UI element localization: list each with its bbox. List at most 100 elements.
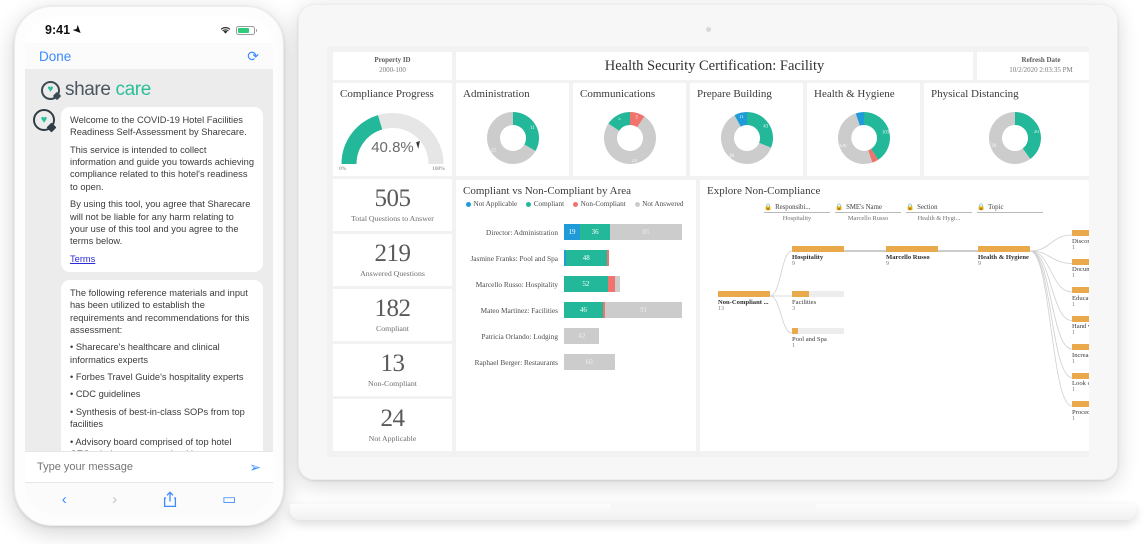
compliance-progress-value: 40.8% xyxy=(371,139,414,156)
donut-card-2: Prepare Building 43 84 11 xyxy=(690,83,803,176)
legend-swatch xyxy=(634,201,640,207)
donut-chart: 43 84 11 xyxy=(690,102,803,174)
heart-icon: ♥ xyxy=(40,114,48,126)
filter-value: Health & Hygi... xyxy=(917,215,961,222)
legend-item[interactable]: Not Answered xyxy=(634,200,684,208)
tree-node[interactable]: Education plan f... 1 xyxy=(1072,287,1089,308)
laptop-notch xyxy=(610,504,816,512)
send-icon[interactable]: ➢ xyxy=(249,458,261,475)
kpi-label: Non-Compliant xyxy=(368,379,417,388)
battery-icon xyxy=(236,25,257,35)
tabs-icon[interactable]: ▭ xyxy=(222,491,237,508)
tree-node-label: Procedures regar... xyxy=(1072,408,1089,416)
browser-toolbar: ‹ › ▭ xyxy=(25,483,273,515)
brand-share-text: share xyxy=(65,79,111,100)
message-paragraph: • Forbes Travel Guide's hospitality expe… xyxy=(70,372,244,383)
bar-track: 60 xyxy=(564,354,615,370)
tree-node[interactable]: Increase the freq... 1 xyxy=(1072,344,1089,365)
tree-node[interactable]: Look out for sy... 1 xyxy=(1072,372,1089,393)
decomposition-tree: Non-Compliant ... 13 Hospitality 9 Facil… xyxy=(700,228,1089,451)
legend-item[interactable]: Not Applicable xyxy=(466,200,517,208)
share-icon[interactable] xyxy=(163,490,177,508)
kpi-value: 13 xyxy=(380,350,406,377)
tree-node[interactable]: Documentation o... 1 xyxy=(1072,258,1089,279)
chevron-left-icon[interactable]: ‹ xyxy=(61,490,67,508)
explore-title: Explore Non-Compliance xyxy=(707,185,821,197)
svg-text:11: 11 xyxy=(739,115,744,120)
filter-name: SME's Name xyxy=(846,203,882,211)
kpi-card-4: 24 Not Applicable xyxy=(333,399,452,451)
tree-node[interactable]: Health & Hygiene 9 xyxy=(978,246,1030,267)
tree-node-value: 13 xyxy=(718,305,724,312)
kpi-card-1: 219 Answered Questions xyxy=(333,234,452,286)
laptop-device: Property ID 2000-100 Health Security Cer… xyxy=(290,4,1136,534)
chevron-right-icon[interactable]: › xyxy=(112,490,118,508)
tree-node[interactable]: Discontinue buff... 1 xyxy=(1072,230,1089,251)
tree-node[interactable]: Pool and Spa 1 xyxy=(792,328,844,349)
kpi-value: 24 xyxy=(380,405,406,432)
donut-card-4: Physical Distancing 20 30 xyxy=(924,83,1089,176)
tree-node[interactable]: Hospitality 9 xyxy=(792,246,844,267)
bar-segment[interactable] xyxy=(564,250,566,266)
kpi-label: Total Questions to Answer xyxy=(351,214,434,223)
bar-segment[interactable]: 36 xyxy=(580,224,611,240)
bar-segment[interactable]: 48 xyxy=(566,250,607,266)
tree-node[interactable]: Hand wash instr... 1 xyxy=(1072,315,1089,336)
donut-title: Communications xyxy=(580,88,656,100)
lock-icon: 🔒 xyxy=(906,204,915,211)
filter-responsibility[interactable]: 🔒 Responsibi... Hospitality xyxy=(764,203,830,222)
tree-node[interactable]: Marcello Russo 9 xyxy=(886,246,938,267)
reload-icon[interactable]: ⟳ xyxy=(247,47,259,64)
donut-chart: 3 24 5 xyxy=(573,102,686,174)
message-input[interactable] xyxy=(37,461,250,473)
bar-segment[interactable]: 91 xyxy=(605,302,682,318)
bar-segment[interactable]: 60 xyxy=(564,354,615,370)
message-paragraph: • Synthesis of best-in-class SOPs from t… xyxy=(70,406,245,430)
bar-segment[interactable]: 46 xyxy=(564,302,603,318)
bar-segment[interactable]: 19 xyxy=(564,224,580,240)
brand-care-text: care xyxy=(115,79,152,100)
legend-swatch xyxy=(466,201,471,207)
bar-segment[interactable]: 85 xyxy=(610,224,682,240)
bar-track: 46 91 xyxy=(564,302,682,318)
legend-item[interactable]: Non-Compliant xyxy=(573,200,626,208)
message-paragraph: This service is intended to collect info… xyxy=(70,144,254,192)
bar-segment[interactable] xyxy=(607,276,616,292)
legend-label: Not Answered xyxy=(642,200,684,208)
filter-sme-name[interactable]: 🔒 SME's Name Marcello Russo xyxy=(835,203,901,222)
donut-chart: 11 22 xyxy=(456,102,569,174)
kpi-card-0: 505 Total Questions to Answer xyxy=(333,179,452,231)
tree-node-label: Pool and Spa xyxy=(792,335,827,343)
bar-segment[interactable] xyxy=(606,250,609,266)
svg-text:126: 126 xyxy=(838,144,846,149)
filter-topic[interactable]: 🔒 Topic xyxy=(977,203,1043,222)
bar-segment[interactable] xyxy=(615,276,621,292)
donut-chart: 103 126 xyxy=(807,102,920,174)
tree-node[interactable]: Non-Compliant ... 13 xyxy=(718,291,770,312)
donut-card-1: Communications 3 24 5 xyxy=(573,83,686,176)
bar-label: Marcello Russo: Hospitality xyxy=(475,279,558,289)
terms-link[interactable]: Terms xyxy=(70,253,96,264)
legend-swatch xyxy=(573,201,579,207)
bar-segment[interactable]: 42 xyxy=(564,328,600,344)
tree-node-label: Education plan f... xyxy=(1072,294,1089,302)
chevron-down-icon[interactable]: ⌄ xyxy=(1088,436,1089,447)
sharecare-logo: ♥ share care xyxy=(25,70,273,107)
svg-text:43: 43 xyxy=(763,124,769,129)
kpi-card-2: 182 Compliant xyxy=(333,289,452,341)
tree-node[interactable]: Procedures regar... 1 xyxy=(1072,401,1089,422)
bar-chart-title: Compliant vs Non-Compliant by Area xyxy=(463,185,632,197)
wifi-icon xyxy=(220,27,231,34)
legend-item[interactable]: Compliant xyxy=(526,200,564,208)
bar-segment[interactable] xyxy=(602,302,606,318)
laptop-screen: Property ID 2000-100 Health Security Cer… xyxy=(327,46,1089,457)
bar-segment[interactable]: 52 xyxy=(564,276,608,292)
avatar: ♥ xyxy=(33,109,55,131)
tree-node-label: Hand wash instr... xyxy=(1072,323,1089,330)
tree-node-value: 1 xyxy=(1072,273,1075,279)
filter-section[interactable]: 🔒 Section Health & Hygi... xyxy=(906,203,972,222)
message-paragraph: Welcome to the COVID-19 Hotel Facilities… xyxy=(70,115,247,138)
done-button[interactable]: Done xyxy=(39,48,72,64)
tree-node-label: Hospitality xyxy=(792,253,824,261)
tree-node[interactable]: Facilities 3 xyxy=(792,291,844,312)
